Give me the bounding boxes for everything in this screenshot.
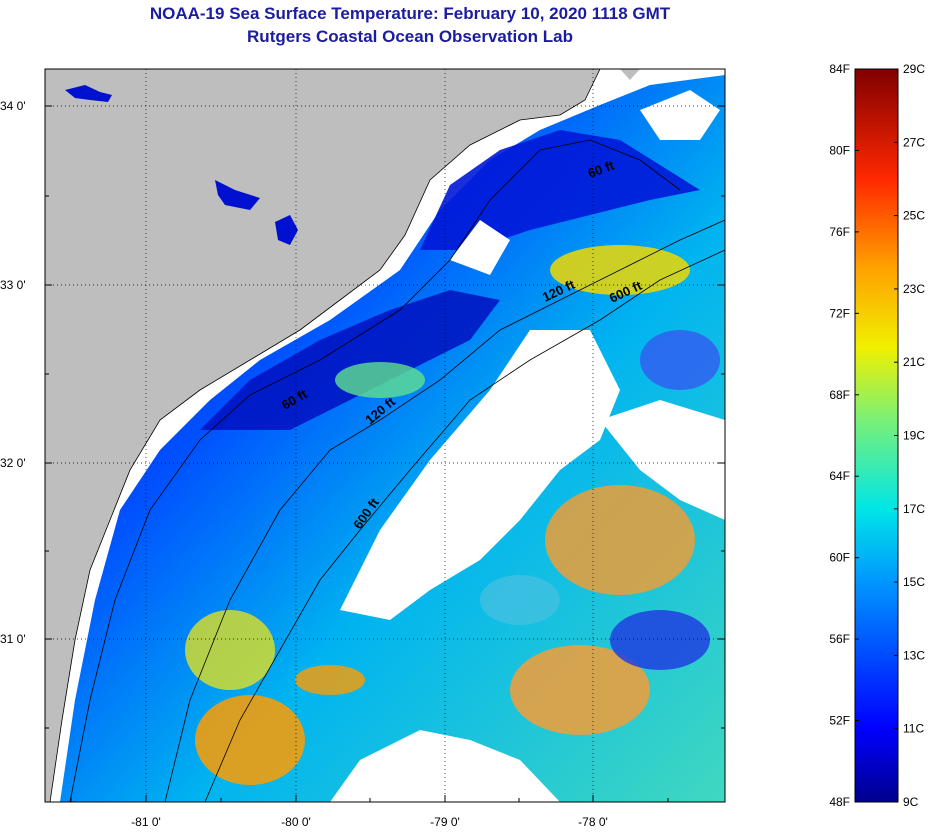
- inland-lake: [275, 215, 298, 245]
- contour-600ft: [204, 249, 725, 802]
- contour-60ft: [69, 139, 681, 802]
- warm-patch: [185, 610, 275, 690]
- colorbar-c-label: 17C: [903, 502, 925, 516]
- colorbar-f-label: 80F: [829, 143, 850, 157]
- cloud-mask: [640, 90, 720, 140]
- colorbar-f-label: 64F: [829, 469, 850, 483]
- lat-tick-label: 32 0': [0, 456, 26, 470]
- warm-patch: [295, 665, 365, 695]
- cloud-mask: [450, 220, 510, 275]
- colorbar-f-label: 76F: [829, 225, 850, 239]
- map-title: NOAA-19 Sea Surface Temperature: Februar…: [149, 4, 671, 23]
- offshore-sst-patch: [640, 330, 720, 390]
- graticule: [45, 69, 725, 802]
- lat-tick-label: 31 0': [0, 632, 26, 646]
- offshore-sst-patch: [480, 575, 560, 625]
- lon-tick-label: -80 0': [281, 815, 311, 829]
- colorbar-f-label: 68F: [829, 388, 850, 402]
- colorbar-f-label: 48F: [829, 795, 850, 809]
- cloud-mask: [600, 400, 725, 520]
- offshore-sst-patch: [545, 485, 695, 595]
- colorbar-c-label: 23C: [903, 282, 925, 296]
- lon-tick-label: -81 0': [131, 815, 161, 829]
- colorbar-celsius-labels: 29C 27C 25C 23C 21C 19C 17C 15C 13C 11C 9C: [894, 62, 925, 809]
- colorbar-f-label: 84F: [829, 62, 850, 76]
- inland-lake: [215, 180, 260, 210]
- axis-ticks: [45, 105, 725, 802]
- land-mass: [620, 69, 640, 80]
- lon-tick-label: -79 0': [430, 815, 460, 829]
- offshore-sst-patch: [510, 645, 650, 735]
- land-mass: [45, 69, 600, 802]
- lon-tick-label: -78 0': [578, 815, 608, 829]
- warm-patch: [335, 362, 425, 398]
- colorbar-c-label: 15C: [903, 575, 925, 589]
- offshore-sst-patch: [610, 610, 710, 670]
- colorbar-c-label: 29C: [903, 62, 925, 76]
- colorbar-f-label: 56F: [829, 632, 850, 646]
- colorbar-f-label: 72F: [829, 306, 850, 320]
- colorbar-c-label: 13C: [903, 648, 925, 662]
- colorbar-c-label: 11C: [903, 722, 924, 736]
- cold-nearshore-band: [420, 130, 700, 250]
- lat-tick-label: 33 0': [0, 278, 26, 292]
- colorbar-fahrenheit-labels: 84F 80F 76F 72F 68F 64F 60F 56F 52F 48F: [829, 62, 859, 809]
- coastline: [49, 69, 601, 802]
- inland-lake: [65, 85, 112, 102]
- colorbar-c-label: 19C: [903, 429, 925, 443]
- contour-120ft: [164, 219, 725, 802]
- colorbar: [855, 69, 898, 802]
- cold-shelf-band: [200, 290, 500, 430]
- warm-patch: [195, 695, 305, 785]
- colorbar-c-label: 25C: [903, 209, 925, 223]
- cloud-mask: [340, 330, 620, 620]
- colorbar-f-label: 60F: [829, 551, 850, 565]
- colorbar-c-label: 21C: [903, 355, 925, 369]
- map-subtitle: Rutgers Coastal Ocean Observation Lab: [247, 27, 573, 46]
- map-frame: [44, 68, 726, 803]
- colorbar-c-label: 9C: [903, 795, 919, 809]
- lat-tick-label: 34 0': [0, 99, 26, 113]
- colorbar-c-label: 27C: [903, 135, 925, 149]
- colorbar-f-label: 52F: [829, 714, 850, 728]
